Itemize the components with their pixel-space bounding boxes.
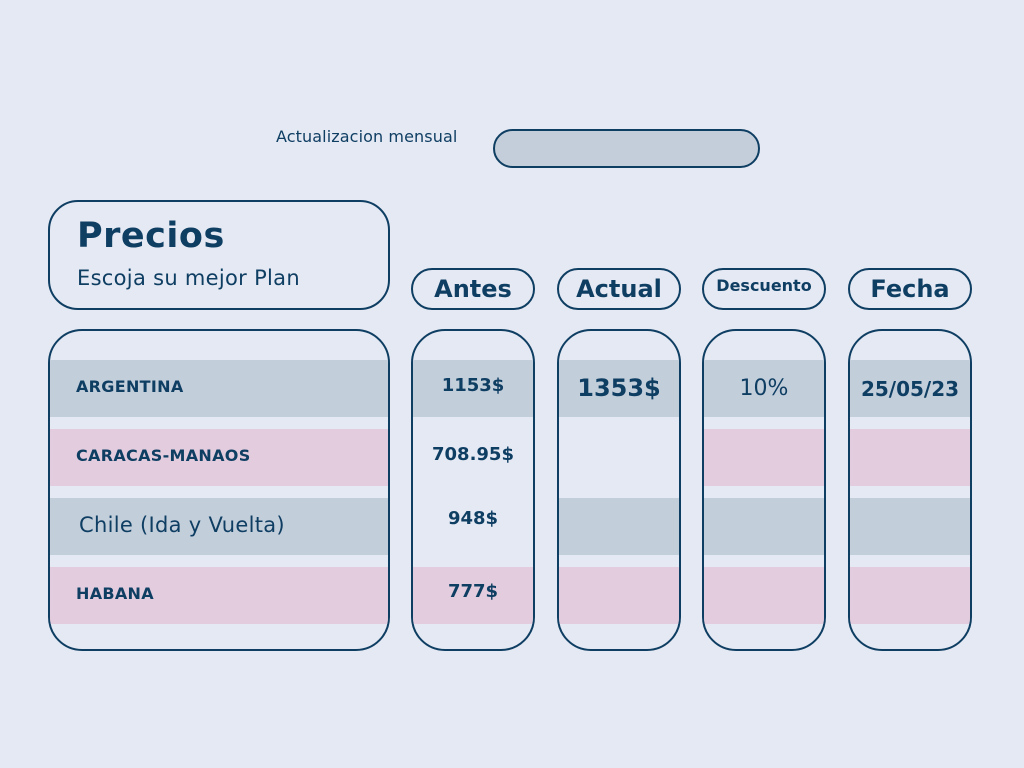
actual-value: 1353$	[577, 374, 661, 402]
actual-column: 1353$	[557, 329, 681, 651]
descuento-band	[704, 567, 824, 624]
fecha-band	[850, 498, 970, 555]
antes-value: 948$	[447, 508, 499, 529]
fecha-column: 25/05/23	[848, 329, 972, 651]
page-title: Precios	[77, 216, 225, 256]
antes-value: 708.95$	[432, 444, 514, 465]
antes-band	[413, 567, 533, 624]
actual-band	[559, 498, 679, 555]
antes-band	[413, 360, 533, 417]
country-name: HABANA	[76, 584, 154, 603]
country-column: ARGENTINA CARACAS-MANAOS Chile (Ida y Vu…	[48, 329, 390, 651]
column-header-fecha: Fecha	[848, 268, 972, 310]
actual-band	[559, 567, 679, 624]
fecha-band	[850, 429, 970, 486]
table-row: HABANA	[50, 567, 388, 624]
table-row: CARACAS-MANAOS	[50, 429, 388, 486]
descuento-band	[704, 498, 824, 555]
antes-column: 1153$ 708.95$ 948$ 777$	[411, 329, 535, 651]
column-header-antes: Antes	[411, 268, 535, 310]
descuento-column: 10%	[702, 329, 826, 651]
column-header-descuento: Descuento	[702, 268, 826, 310]
fecha-band	[850, 567, 970, 624]
fecha-band	[850, 360, 970, 417]
descuento-band	[704, 360, 824, 417]
update-label: Actualizacion mensual	[276, 127, 458, 146]
table-row: ARGENTINA	[50, 360, 388, 417]
column-header-actual: Actual	[557, 268, 681, 310]
page-subtitle: Escoja su mejor Plan	[77, 266, 300, 290]
country-name: ARGENTINA	[76, 377, 184, 396]
antes-value: 777$	[447, 581, 499, 602]
descuento-band	[704, 429, 824, 486]
country-name: Chile (Ida y Vuelta)	[79, 513, 285, 537]
country-name: CARACAS-MANAOS	[76, 446, 251, 465]
actual-band	[559, 360, 679, 417]
update-input[interactable]	[493, 129, 760, 168]
antes-value: 1153$	[441, 375, 505, 396]
descuento-value: 10%	[739, 376, 789, 401]
fecha-value: 25/05/23	[860, 377, 960, 401]
title-card: Precios Escoja su mejor Plan	[48, 200, 390, 310]
table-row: Chile (Ida y Vuelta)	[50, 498, 388, 555]
